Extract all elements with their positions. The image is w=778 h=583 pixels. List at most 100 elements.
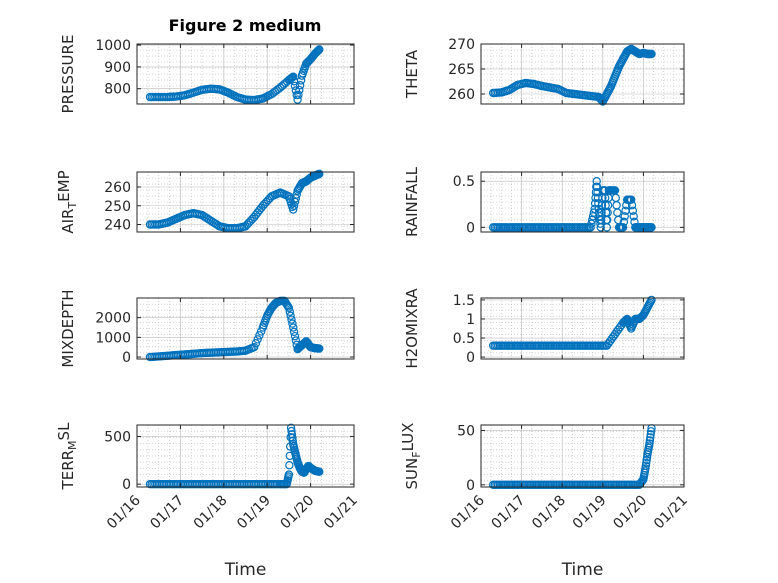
grid	[137, 172, 354, 232]
figure-title: Figure 2 medium	[169, 16, 322, 35]
subplot-pressure: 800 900 1000 PRESSURE	[59, 35, 355, 114]
x-tick-label: 01/18	[529, 493, 569, 533]
data-point	[495, 341, 504, 350]
x-tick-label: 01/19	[234, 493, 274, 533]
data-point	[552, 223, 561, 232]
x-tick-label: 01/20	[610, 493, 650, 533]
data-point	[255, 206, 264, 215]
axes-box	[480, 171, 685, 233]
y-axis-label: H2OMIXRA	[403, 288, 421, 369]
y-tick-label: 500	[104, 429, 131, 445]
data-point	[560, 480, 569, 490]
data-point	[284, 472, 293, 481]
y-tick-label: 2000	[95, 311, 131, 327]
data-point	[560, 223, 569, 232]
data-series-dense	[147, 296, 323, 362]
data-point	[646, 427, 656, 436]
data-point	[568, 89, 577, 99]
data-point	[527, 341, 537, 350]
data-point	[629, 212, 638, 221]
data-point	[646, 430, 655, 439]
axes-box	[480, 297, 685, 360]
data-point	[495, 223, 504, 232]
data-point	[295, 81, 305, 90]
data-point	[287, 430, 297, 439]
data-point	[576, 90, 586, 100]
data-point	[519, 480, 529, 490]
data-point	[302, 58, 312, 67]
data-point	[552, 341, 561, 350]
data-point	[568, 341, 577, 350]
data-point	[592, 177, 601, 186]
data-point	[544, 341, 553, 350]
data-point	[568, 223, 577, 232]
data-point	[503, 480, 512, 490]
data-point	[584, 341, 594, 350]
data-point	[312, 47, 321, 57]
x-tick-label: 01/21	[321, 493, 361, 533]
data-point	[288, 433, 297, 442]
grid	[481, 43, 684, 104]
y-axis-label: SUNFLUX	[399, 423, 424, 490]
data-point	[263, 195, 273, 205]
y-tick-label: 0.5	[453, 331, 475, 347]
y-tick-label: 260	[104, 180, 131, 196]
y-tick-label: 0	[466, 478, 475, 494]
subplot-mixdepth: 0 1000 2000 MIXDEPTH	[59, 289, 355, 368]
data-point	[272, 86, 281, 95]
data-series-dense	[147, 170, 323, 233]
data-point	[592, 480, 602, 490]
data-point	[519, 223, 529, 232]
data-series-dense	[490, 427, 656, 490]
y-axis-label: PRESSURE	[59, 35, 77, 114]
data-point	[625, 480, 634, 490]
data-point	[609, 480, 618, 490]
x-tick-label: 01/16	[104, 492, 144, 532]
y-tick-label: 240	[104, 218, 131, 234]
data-point	[289, 327, 299, 337]
data-point	[286, 311, 295, 320]
data-point	[288, 319, 297, 328]
grid	[481, 172, 684, 232]
data-point	[290, 81, 300, 91]
data-point	[255, 331, 264, 340]
data-point	[607, 334, 616, 343]
data-point	[592, 182, 602, 191]
data-point	[294, 90, 303, 100]
data-point	[568, 480, 577, 490]
data-point	[628, 206, 638, 215]
data-point	[618, 223, 627, 232]
data-point	[503, 223, 512, 232]
data-point	[642, 455, 651, 465]
x-tick-label: 01/21	[651, 493, 691, 533]
data-point	[620, 212, 629, 221]
data-point	[536, 341, 545, 350]
data-point	[511, 223, 521, 232]
data-point	[645, 436, 655, 445]
data-point	[544, 480, 553, 490]
data-point	[627, 201, 637, 210]
data-point	[495, 480, 504, 490]
data-point	[291, 86, 301, 95]
data-point	[552, 480, 561, 490]
data-point	[527, 223, 537, 232]
y-axis-label: THETA	[403, 49, 421, 99]
data-point	[287, 315, 296, 324]
axes-box	[136, 297, 355, 360]
grid	[137, 298, 354, 359]
data-point	[584, 91, 594, 101]
y-tick-label: 0	[122, 350, 131, 366]
data-series-dense	[490, 297, 655, 350]
data-point	[246, 216, 255, 225]
data-point	[576, 480, 586, 490]
data-point	[287, 426, 296, 436]
data-point	[592, 341, 602, 350]
x-tick-label: 01/16	[448, 492, 488, 532]
data-point	[646, 433, 655, 442]
data-point	[601, 480, 610, 490]
y-tick-label: 50	[457, 423, 475, 439]
data-point	[596, 219, 605, 228]
subplot-h2omixra: 0 0.5 1 1.5 H2OMIXRA	[403, 288, 685, 369]
